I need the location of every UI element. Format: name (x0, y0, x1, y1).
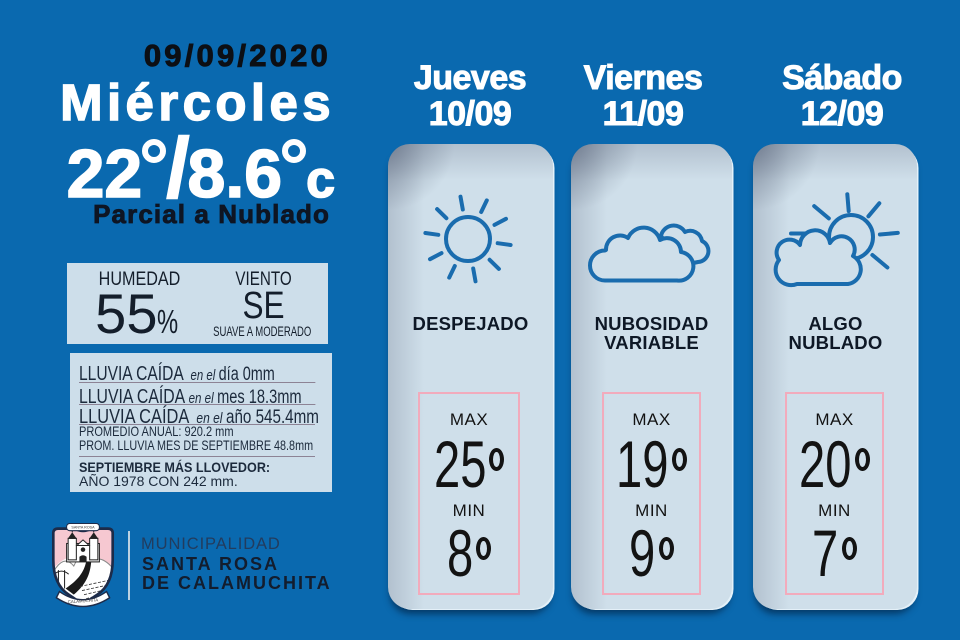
svg-text:CALAMUCHITA: CALAMUCHITA (68, 597, 99, 604)
svg-text:SANTA ROSA: SANTA ROSA (71, 526, 95, 530)
